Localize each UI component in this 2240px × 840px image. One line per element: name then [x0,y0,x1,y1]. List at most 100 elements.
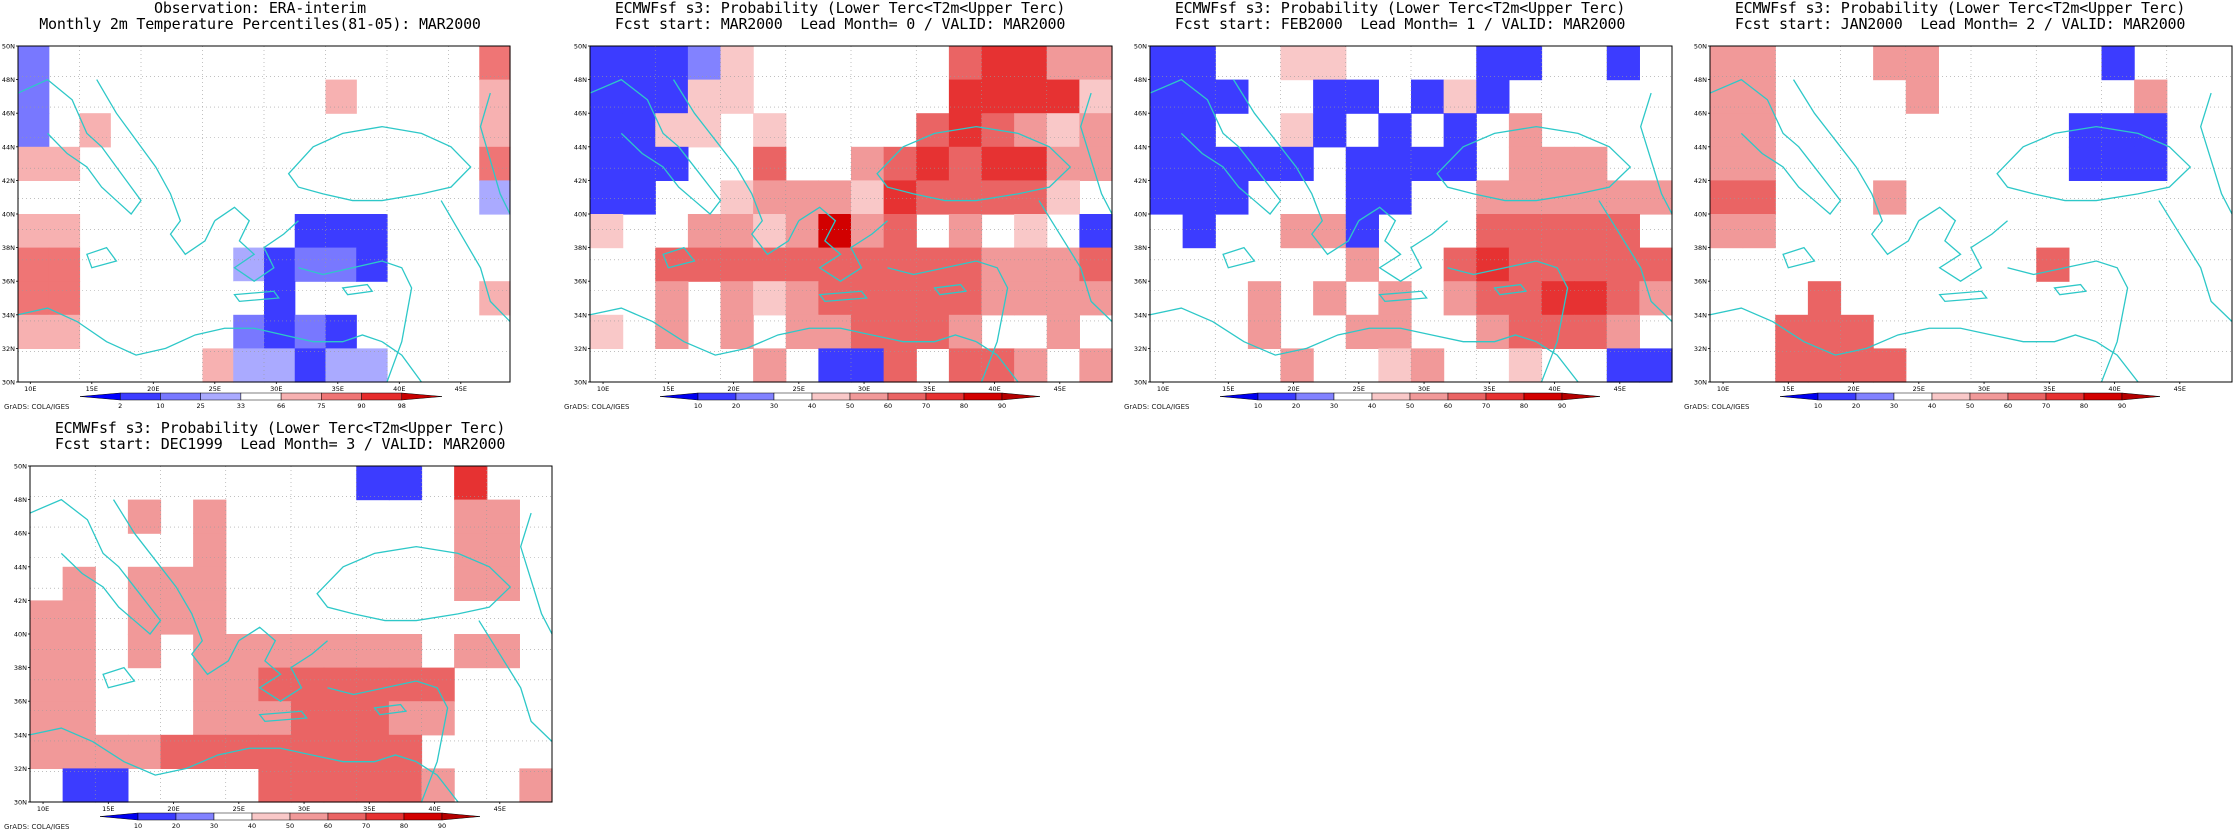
grid-cell [1079,79,1113,114]
grid-cell [1345,146,1379,181]
grid-cell [1014,348,1048,383]
grid-cell [1247,281,1282,316]
grid-cell [655,314,689,349]
grid-cell [1443,281,1477,316]
colorbar-label: 30 [1330,402,1338,410]
grid-cell [127,499,162,534]
grid-cell [1443,146,1477,181]
lat-label: 48N [1694,76,1707,84]
grid-cells [1150,46,1673,383]
lon-label: 20E [167,805,179,813]
grid-cell [454,499,488,534]
grid-cell [48,146,81,181]
colorbar-label: 90 [357,402,365,410]
lon-label: 40E [393,385,405,393]
lon-label: 20E [147,385,159,393]
colorbar-label: 20 [1292,402,1300,410]
grid-cell [18,281,50,316]
grid-cell [753,281,787,316]
grid-cell [753,348,787,383]
grid-cell [323,768,357,803]
grid-cell [2101,46,2135,81]
grid-cells [590,46,1113,383]
grid-cell [1046,113,1080,148]
grid-cell [421,768,455,803]
grid-cell [883,180,917,215]
colorbar-label: 30 [770,402,778,410]
grid-cell [981,79,1015,114]
lat-label: 34N [1694,311,1707,319]
grid-cell [30,600,64,635]
colorbar-label: 70 [2042,402,2050,410]
lon-label: 10E [37,805,49,813]
grid-cell [486,499,520,534]
grid-cell [655,79,689,114]
grid-cell [720,214,754,249]
grid-cell [486,634,520,669]
panel-title-line1: ECMWFsf s3: Probability (Lower Terc<T2m<… [54,419,506,437]
grid-cell [1541,281,1575,316]
grid-cell [753,146,787,181]
grid-cell [1182,180,1216,215]
grid-cell [1079,348,1113,383]
lat-label: 40N [1694,211,1707,219]
grid-cell [1411,348,1445,383]
grid-cell [127,634,162,669]
grid-cell [981,146,1015,181]
grid-cell [1508,247,1543,282]
grid-cell [687,79,722,114]
grid-cell [785,247,819,282]
grid-cell [1508,348,1543,383]
grid-cell [1639,247,1673,282]
lat-label: 46N [14,530,27,538]
colorbar: 10 20 30 40 50 60 70 80 90 [1219,392,1601,410]
lat-label: 42N [14,597,27,605]
grid-cell [818,281,852,316]
grid-cell [1710,113,1744,148]
grid-cell [948,281,983,316]
grid-cell [948,314,983,349]
lon-label: 30E [1978,385,1990,393]
grid-cell [454,634,488,669]
graticule [30,466,552,802]
grid-cell [291,667,325,702]
lat-label: 30N [1694,379,1707,387]
colorbar-label: 60 [1444,402,1452,410]
grid-cell [225,701,259,736]
colorbar-label: 98 [398,402,406,410]
grid-cell [1411,79,1445,114]
grid-cell [18,146,50,181]
grid-cell [1014,146,1048,181]
lat-label: 36N [574,278,587,286]
panel-title-line1: ECMWFsf s3: Probability (Lower Terc<T2m<… [1734,0,2186,17]
grid-cell [519,768,553,803]
grid-cell [1873,180,1907,215]
grid-cell [294,247,327,282]
lat-label: 40N [574,211,587,219]
grid-cell [323,634,357,669]
grid-cell [883,146,917,181]
panel-title-line2: Fcst start: FEB2000 Lead Month= 1 / VALI… [1174,15,1626,33]
grid-cell [127,734,162,769]
grid-cell [233,281,265,316]
lon-label: 15E [1782,385,1794,393]
grads-credit: GrADS: COLA/IGES [4,403,70,411]
colorbar-label: 60 [884,402,892,410]
grid-cell [1443,113,1477,148]
lat-label: 34N [2,311,15,319]
grid-cell [421,701,455,736]
colorbar: 10 20 30 40 50 60 70 80 90 [99,812,481,830]
grid-cell [291,768,325,803]
grid-cell [225,667,259,702]
grid-cell [356,667,390,702]
grid-cell [1014,113,1048,148]
lon-label: 25E [793,385,805,393]
grid-cell [1905,79,1939,114]
grid-cell [356,768,390,803]
grid-cell [655,113,689,148]
grid-cell [948,348,983,383]
grid-cell [1742,180,1776,215]
grid-cell [193,533,227,568]
grid-cell [883,214,917,249]
lat-label: 46N [2,110,15,118]
